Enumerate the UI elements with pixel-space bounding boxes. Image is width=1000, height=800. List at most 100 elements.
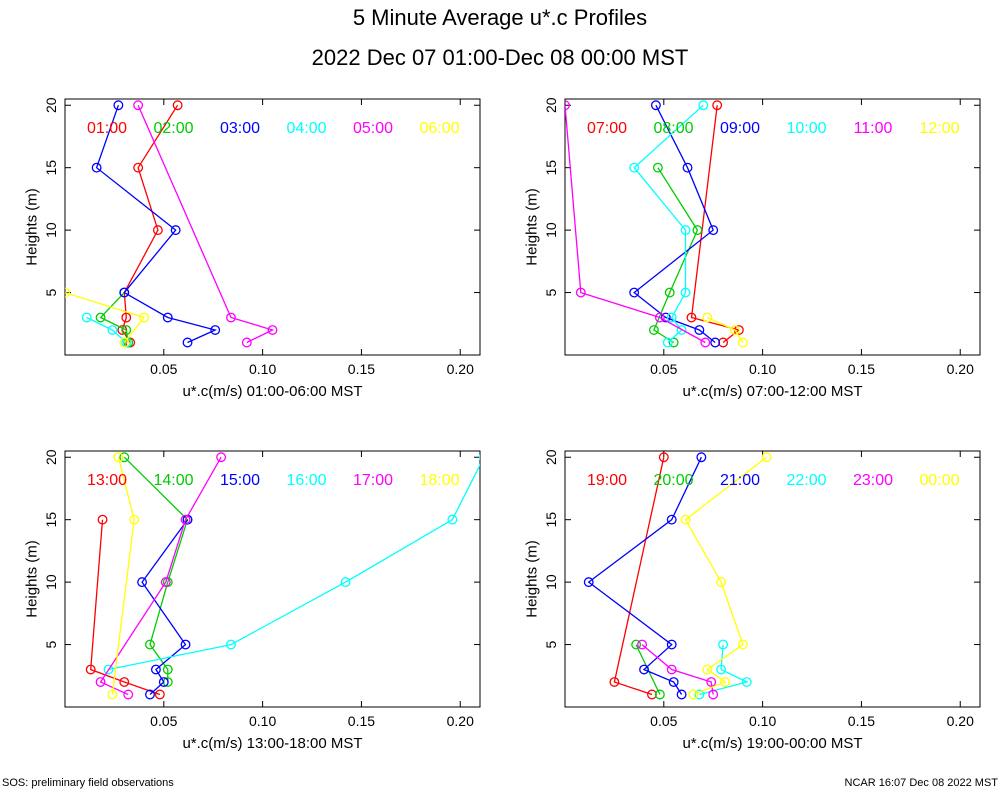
data-point: [662, 337, 673, 348]
data-point: [666, 514, 677, 525]
data-point: [680, 225, 691, 236]
legend-label: 14:00: [153, 472, 193, 489]
legend-label: 22:00: [786, 472, 826, 489]
legend-label: 15:00: [220, 472, 260, 489]
y-tick-label: 15: [543, 160, 559, 176]
series-2300: [637, 639, 719, 700]
data-point: [654, 689, 665, 700]
data-point: [647, 689, 657, 700]
plot-frame: [564, 450, 981, 708]
series-2100: [583, 452, 707, 700]
x-tick-label: 0.05: [150, 713, 177, 729]
x-tick-label: 0.15: [848, 361, 875, 377]
series-1700: [95, 452, 227, 700]
series-line: [99, 456, 222, 696]
data-point: [631, 639, 642, 650]
data-point: [702, 312, 713, 323]
footer-right: NCAR 16:07 Dec 08 2022 MST: [844, 777, 998, 789]
series-line: [641, 644, 714, 695]
series-line: [99, 292, 129, 343]
data-point: [712, 100, 723, 111]
series-line: [65, 291, 146, 343]
data-point: [664, 287, 675, 298]
legend-label: 07:00: [587, 120, 627, 137]
series-0100: [117, 100, 183, 348]
plot-area: [85, 452, 480, 700]
data-point: [129, 514, 140, 525]
plot-frame: [64, 450, 481, 708]
y-tick-label: 10: [43, 222, 59, 238]
data-point: [107, 689, 118, 700]
data-point: [91, 162, 102, 173]
data-point: [666, 312, 677, 323]
legend-label: 01:00: [87, 120, 127, 137]
data-point: [95, 312, 106, 323]
data-point: [133, 162, 144, 173]
series-line: [108, 463, 480, 671]
data-point: [137, 577, 148, 588]
data-point: [119, 287, 130, 298]
data-point: [162, 664, 173, 675]
y-tick-label: 10: [543, 574, 559, 590]
y-axis-label: Heights (m): [524, 540, 541, 618]
data-point: [737, 639, 748, 650]
data-point: [702, 664, 713, 675]
series-line: [111, 457, 135, 695]
data-point: [676, 325, 687, 335]
x-axis-label: u*.c(m/s) 19:00-00:00 MST: [682, 735, 862, 752]
data-point: [718, 639, 729, 650]
data-point: [648, 325, 659, 335]
series-line: [699, 644, 749, 696]
data-point: [720, 677, 731, 687]
data-point: [172, 100, 183, 111]
data-point: [226, 312, 236, 323]
legend-label: 05:00: [353, 120, 393, 137]
data-point: [241, 337, 252, 348]
data-point: [629, 287, 640, 298]
data-point: [609, 677, 620, 687]
series-0800: [648, 162, 703, 348]
series-line: [95, 104, 218, 344]
y-tick-label: 20: [543, 97, 559, 113]
data-point: [716, 664, 727, 675]
plot-frame: [64, 98, 481, 356]
data-point: [145, 639, 155, 650]
data-point: [133, 100, 144, 111]
legend-label: 16:00: [286, 472, 326, 489]
data-point: [97, 514, 108, 525]
data-point: [686, 312, 697, 323]
y-tick-label: 5: [43, 288, 59, 296]
data-point: [180, 639, 191, 650]
series-line: [123, 456, 189, 682]
data-point: [85, 664, 96, 675]
data-point: [629, 162, 640, 173]
data-point: [107, 325, 118, 335]
series-line: [633, 104, 716, 344]
x-tick-label: 0.10: [749, 361, 776, 377]
figure-subtitle: 2022 Dec 07 01:00-Dec 08 00:00 MST: [311, 45, 689, 70]
legend-label: 08:00: [653, 120, 693, 137]
data-point: [710, 337, 721, 348]
series-line: [684, 456, 767, 696]
data-point: [737, 337, 748, 348]
data-point: [565, 100, 570, 111]
data-point: [479, 454, 480, 461]
y-tick-label: 20: [43, 97, 59, 113]
data-point: [216, 452, 227, 463]
plot-area: [583, 452, 772, 700]
legend-label: 18:00: [419, 472, 459, 489]
data-point: [696, 452, 707, 463]
series-0600: [65, 287, 149, 348]
data-point: [81, 312, 92, 323]
y-tick-label: 15: [43, 512, 59, 528]
series-1200: [702, 312, 748, 348]
data-point: [666, 639, 677, 650]
series-line: [565, 105, 706, 344]
data-point: [123, 689, 134, 700]
series-line: [653, 167, 699, 344]
data-point: [698, 100, 709, 111]
legend-label: 11:00: [854, 120, 893, 137]
y-tick-label: 20: [43, 449, 59, 465]
data-point: [692, 225, 703, 236]
